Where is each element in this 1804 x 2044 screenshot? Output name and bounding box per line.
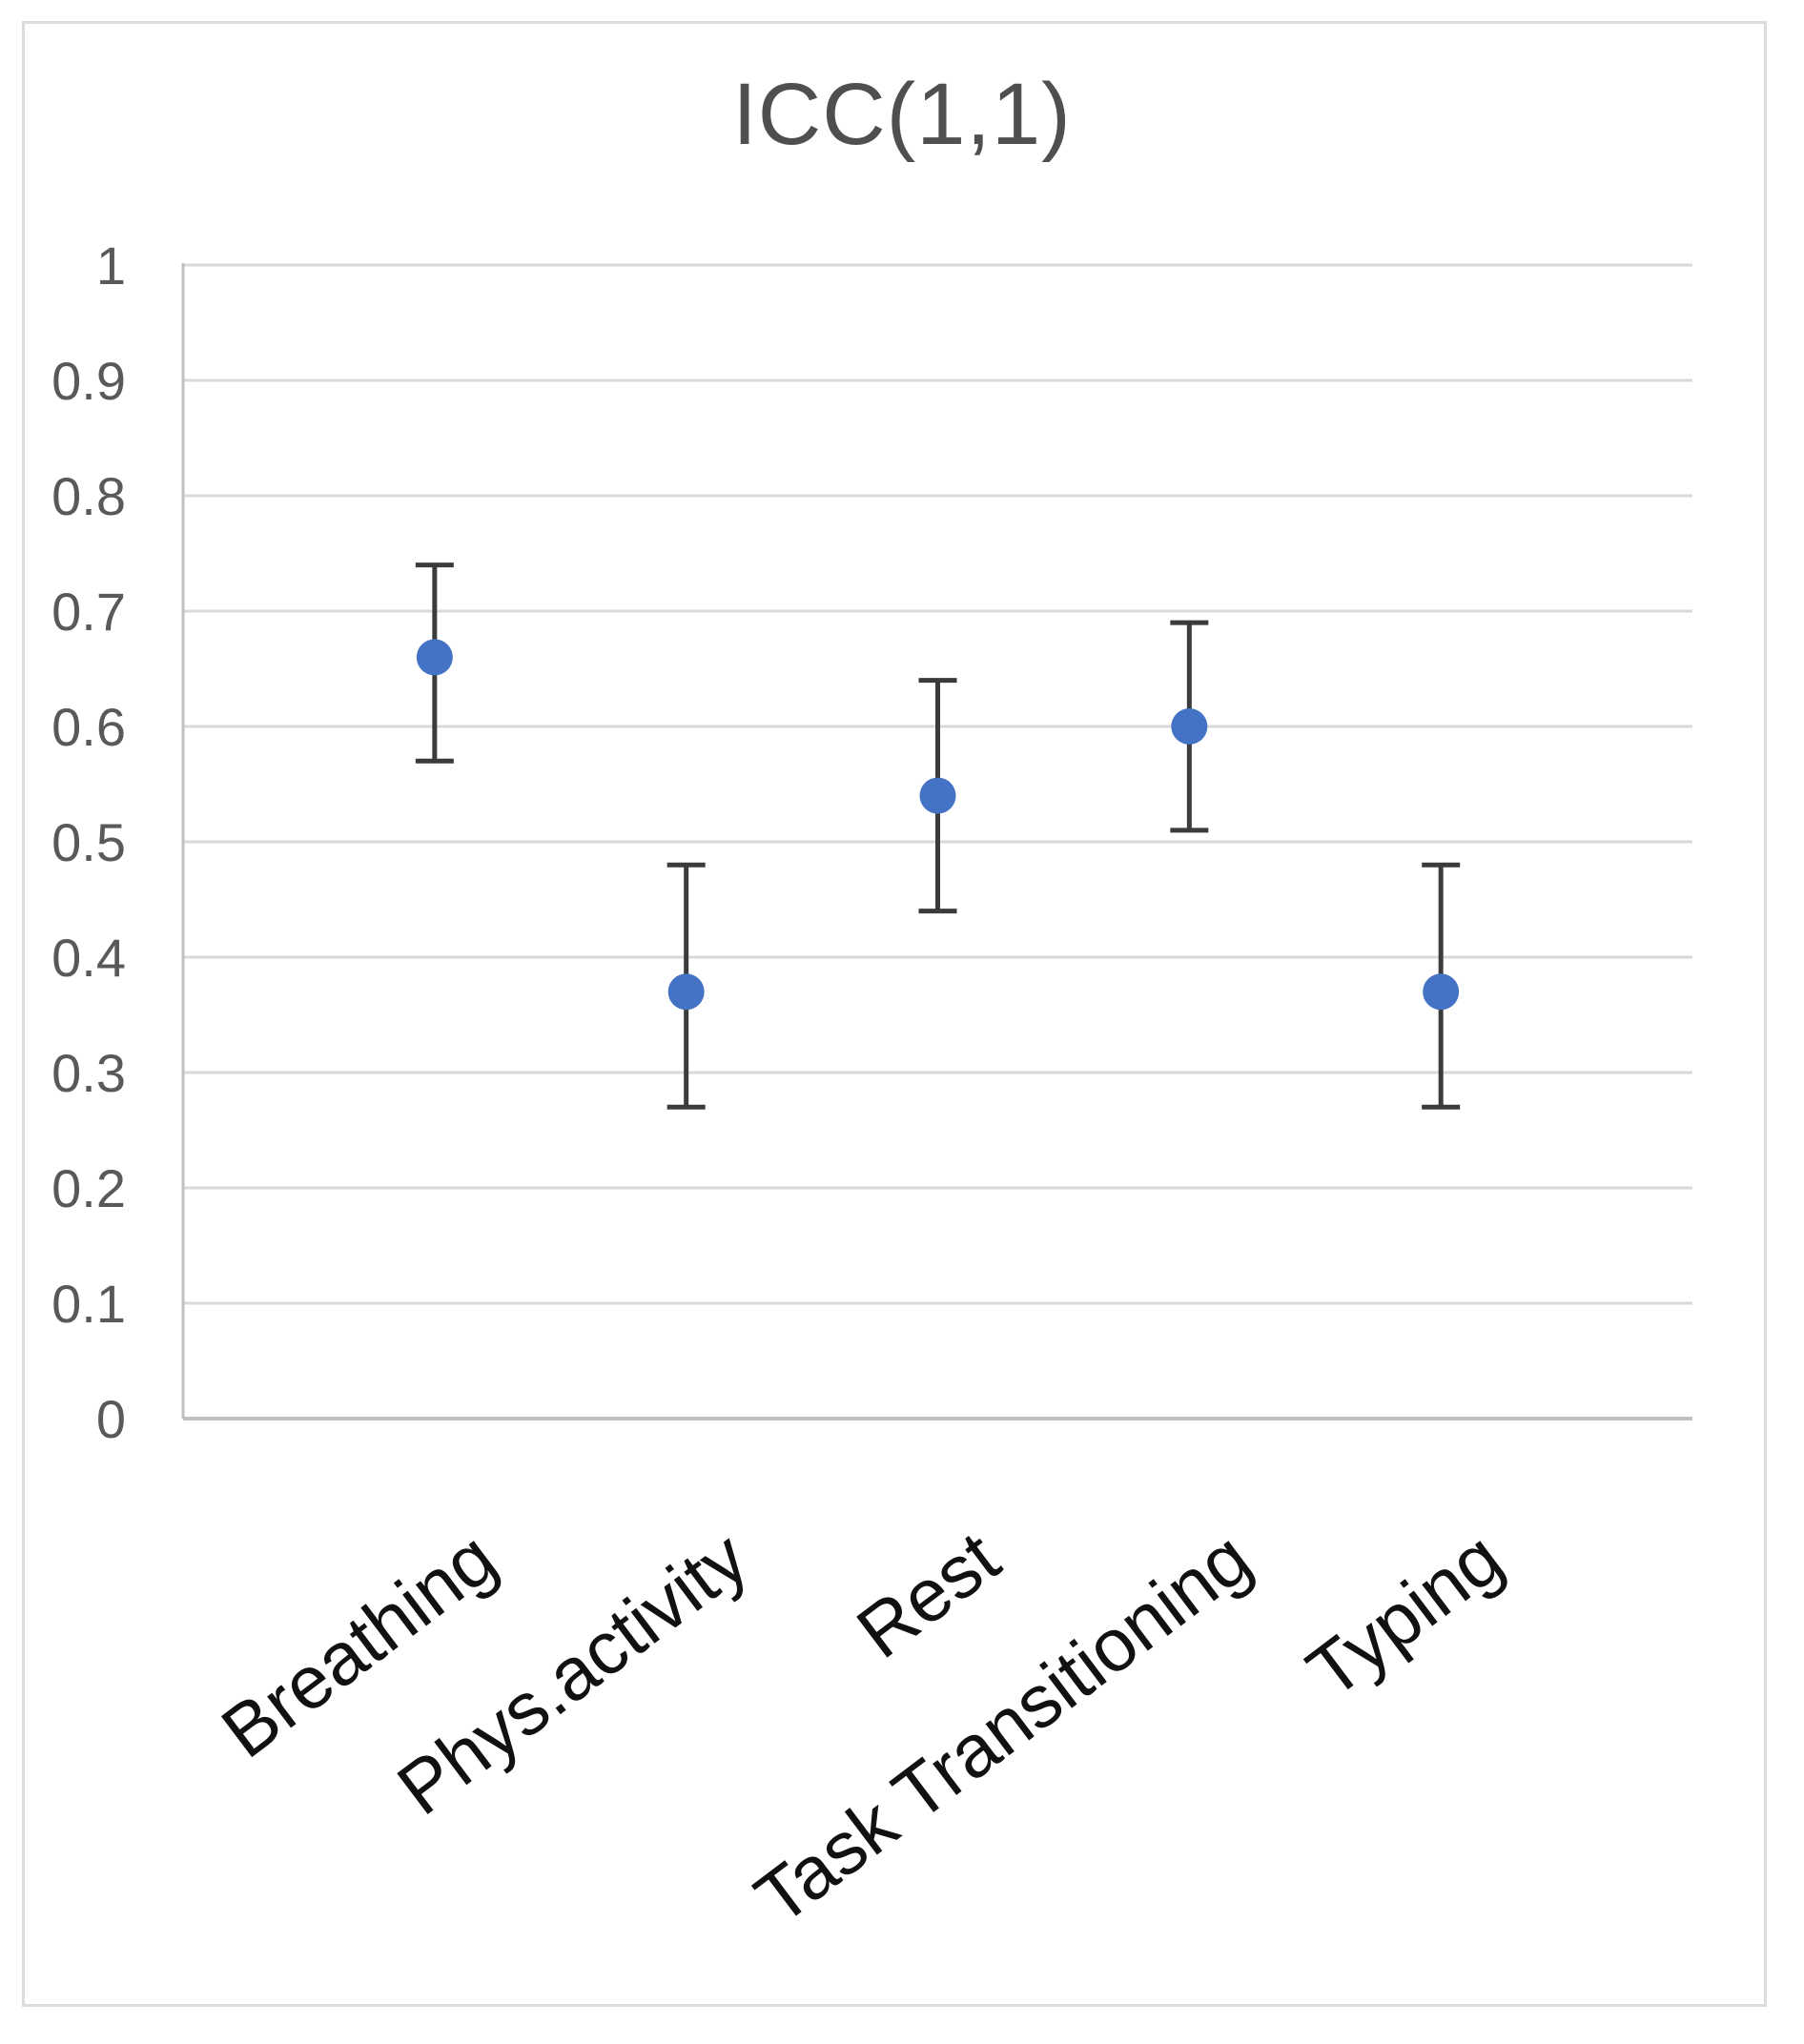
- y-tick-label: 0.6: [51, 697, 126, 757]
- data-point-marker: [919, 777, 956, 814]
- y-tick-label: 0: [96, 1389, 126, 1449]
- y-tick-label: 0.2: [51, 1158, 126, 1218]
- data-point-marker: [667, 973, 705, 1011]
- y-tick-label: 0.7: [51, 582, 126, 642]
- chart-title: ICC(1,1): [732, 66, 1072, 163]
- data-point-marker: [1423, 973, 1460, 1011]
- y-tick-label: 0.1: [51, 1274, 126, 1334]
- y-tick-label: 0.5: [51, 812, 126, 872]
- data-point-marker: [416, 639, 453, 676]
- y-tick-label: 0.3: [51, 1043, 126, 1103]
- y-tick-label: 1: [96, 235, 126, 296]
- y-tick-label: 0.8: [51, 466, 126, 526]
- data-point-marker: [1171, 708, 1208, 745]
- x-category-label: Typing: [1292, 1515, 1517, 1714]
- chart-figure-border: [22, 21, 1767, 2007]
- y-tick-label: 0.4: [51, 928, 126, 988]
- y-tick-label: 0.9: [51, 351, 126, 411]
- x-category-label: Rest: [842, 1515, 1015, 1674]
